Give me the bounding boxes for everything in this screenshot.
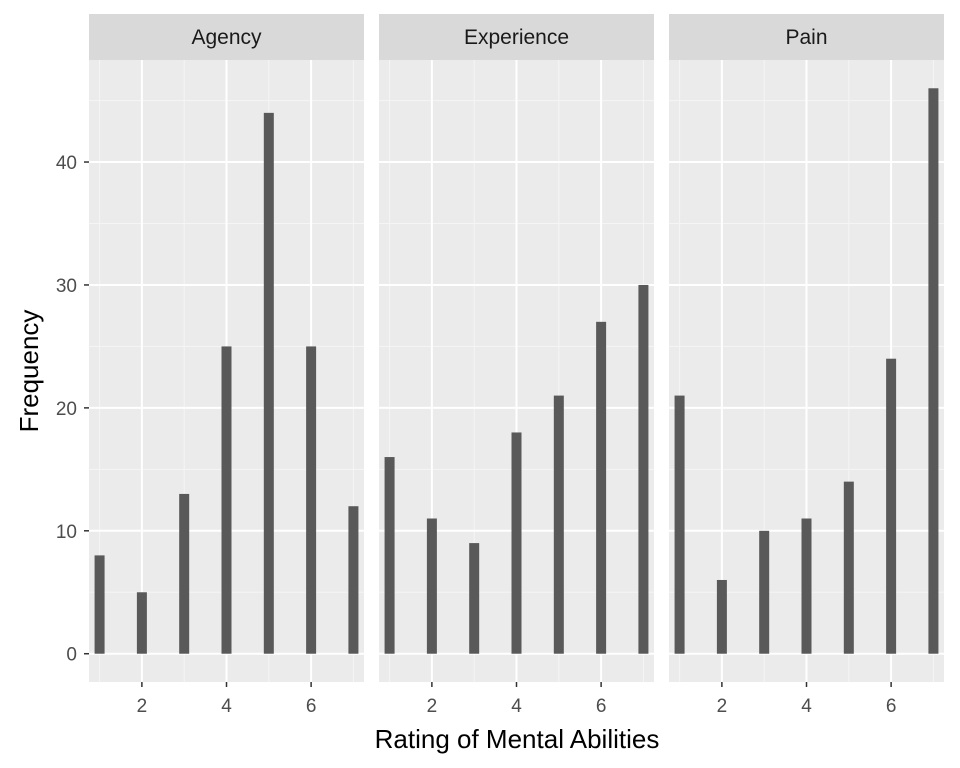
bar [801,518,812,654]
facet-pain: Pain 2 4 6 [669,14,944,717]
x-tick-label: 6 [596,696,607,717]
y-axis: 0 10 20 30 40 [56,153,89,666]
x-tick-label: 6 [306,696,317,717]
bar [759,530,770,654]
x-tick-label: 4 [221,696,232,717]
y-tick-label: 40 [56,153,77,174]
facet-strip-label: Pain [785,26,827,49]
bar [426,518,437,654]
bar [348,506,359,654]
x-tick-label: 6 [886,696,897,717]
bar [928,88,939,654]
facet-agency: Agency 2 4 6 [89,14,364,717]
y-axis-title: Frequency [14,310,44,433]
bar [511,432,522,654]
bar [221,346,232,654]
bar [94,555,105,654]
bar [263,112,274,654]
bar [596,321,607,654]
facet-strip-label: Agency [191,26,262,49]
facet-panels: Agency 2 4 6 Experience 2 4 6 Pain 2 4 6 [89,14,944,717]
bar [553,395,564,654]
y-tick-label: 0 [66,645,77,666]
bar [886,358,897,654]
facet-experience: Experience 2 4 6 [379,14,654,717]
bar [674,395,685,654]
facet-strip [669,14,944,60]
x-tick-label: 4 [801,696,812,717]
y-tick-label: 20 [56,399,77,420]
bar [716,579,727,654]
x-axis-title: Rating of Mental Abilities [375,724,660,754]
bar [638,284,649,654]
x-tick-label: 2 [717,696,728,717]
y-tick-label: 30 [56,276,77,297]
bar [179,493,190,654]
bar [306,346,317,654]
bar [843,481,854,654]
bar [136,592,147,654]
y-tick-label: 10 [56,522,77,543]
bar [384,457,395,654]
facet-strip [89,14,364,60]
x-tick-label: 4 [511,696,522,717]
x-tick-label: 2 [137,696,148,717]
bar [469,543,480,654]
x-tick-label: 2 [427,696,438,717]
facet-strip-label: Experience [464,26,569,49]
facet-strip [379,14,654,60]
